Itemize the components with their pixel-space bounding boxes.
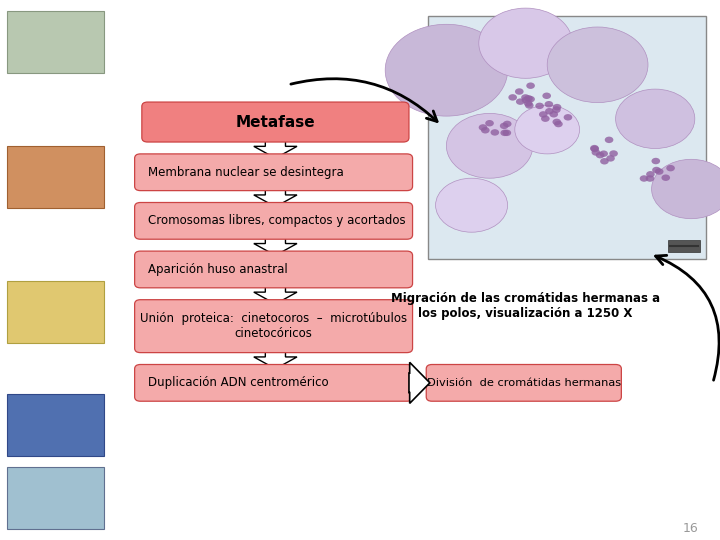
Polygon shape <box>253 348 297 369</box>
Circle shape <box>600 158 608 165</box>
Circle shape <box>535 103 544 109</box>
Bar <box>7 394 104 456</box>
Circle shape <box>652 167 661 173</box>
Circle shape <box>500 123 508 129</box>
Bar <box>7 11 104 73</box>
Circle shape <box>592 149 600 156</box>
Circle shape <box>595 152 604 158</box>
Circle shape <box>436 178 508 232</box>
Circle shape <box>525 102 534 109</box>
Text: División  de cromátidas hermanas: División de cromátidas hermanas <box>427 378 621 388</box>
Circle shape <box>490 129 499 136</box>
Circle shape <box>500 130 509 136</box>
Circle shape <box>590 145 599 151</box>
Circle shape <box>609 150 618 157</box>
Polygon shape <box>409 362 430 403</box>
Polygon shape <box>253 186 297 207</box>
Circle shape <box>541 116 549 122</box>
FancyBboxPatch shape <box>135 202 413 239</box>
Circle shape <box>516 98 525 105</box>
Circle shape <box>542 92 551 99</box>
Circle shape <box>552 106 561 113</box>
Circle shape <box>481 127 490 133</box>
Circle shape <box>524 100 533 106</box>
Text: Aparición huso anastral: Aparición huso anastral <box>148 263 287 276</box>
FancyBboxPatch shape <box>135 154 413 191</box>
Circle shape <box>646 176 654 182</box>
Circle shape <box>545 108 554 114</box>
Circle shape <box>652 159 720 219</box>
Text: Metafase: Metafase <box>235 114 315 130</box>
Circle shape <box>553 104 562 110</box>
FancyBboxPatch shape <box>135 300 413 353</box>
Circle shape <box>662 174 670 181</box>
Text: Membrana nuclear se desintegra: Membrana nuclear se desintegra <box>148 166 343 179</box>
Circle shape <box>539 111 548 118</box>
Circle shape <box>590 146 599 152</box>
Circle shape <box>616 89 695 148</box>
Circle shape <box>385 24 508 116</box>
FancyBboxPatch shape <box>135 364 413 401</box>
Circle shape <box>521 97 530 103</box>
Circle shape <box>479 124 487 131</box>
Circle shape <box>479 8 572 78</box>
Circle shape <box>652 158 660 164</box>
Circle shape <box>554 121 563 127</box>
Circle shape <box>599 151 608 157</box>
Circle shape <box>547 27 648 103</box>
FancyBboxPatch shape <box>426 364 621 401</box>
Circle shape <box>515 88 523 94</box>
Bar <box>7 467 104 529</box>
Circle shape <box>552 119 561 125</box>
Bar <box>668 240 700 252</box>
Circle shape <box>544 101 553 107</box>
Circle shape <box>526 83 535 89</box>
Circle shape <box>655 168 664 175</box>
Bar <box>7 146 104 208</box>
Circle shape <box>646 171 654 178</box>
Circle shape <box>508 94 517 100</box>
Bar <box>428 16 706 259</box>
Text: Unión  proteica:  cinetocoros  –  microtúbulos
cinetocóricos: Unión proteica: cinetocoros – microtúbul… <box>140 312 408 340</box>
Bar <box>7 281 104 343</box>
Circle shape <box>503 120 511 127</box>
Text: Migración de las cromátidas hermanas a
los polos, visualización a 1250 X: Migración de las cromátidas hermanas a l… <box>391 292 660 320</box>
Polygon shape <box>253 138 297 158</box>
Circle shape <box>485 120 494 126</box>
Circle shape <box>521 94 530 100</box>
FancyBboxPatch shape <box>142 102 409 142</box>
Text: Cromosomas libres, compactos y acortados: Cromosomas libres, compactos y acortados <box>148 214 405 227</box>
Text: Duplicación ADN centromérico: Duplicación ADN centromérico <box>148 376 328 389</box>
Circle shape <box>666 165 675 171</box>
Circle shape <box>605 137 613 143</box>
Text: 16: 16 <box>683 522 698 535</box>
Circle shape <box>446 113 533 178</box>
FancyBboxPatch shape <box>135 251 413 288</box>
Circle shape <box>503 130 511 136</box>
Circle shape <box>524 95 533 102</box>
Circle shape <box>526 96 535 103</box>
Circle shape <box>564 114 572 120</box>
Circle shape <box>639 176 648 182</box>
Circle shape <box>515 105 580 154</box>
Circle shape <box>549 111 558 118</box>
Polygon shape <box>253 284 297 304</box>
Circle shape <box>606 155 615 161</box>
Polygon shape <box>253 235 297 255</box>
